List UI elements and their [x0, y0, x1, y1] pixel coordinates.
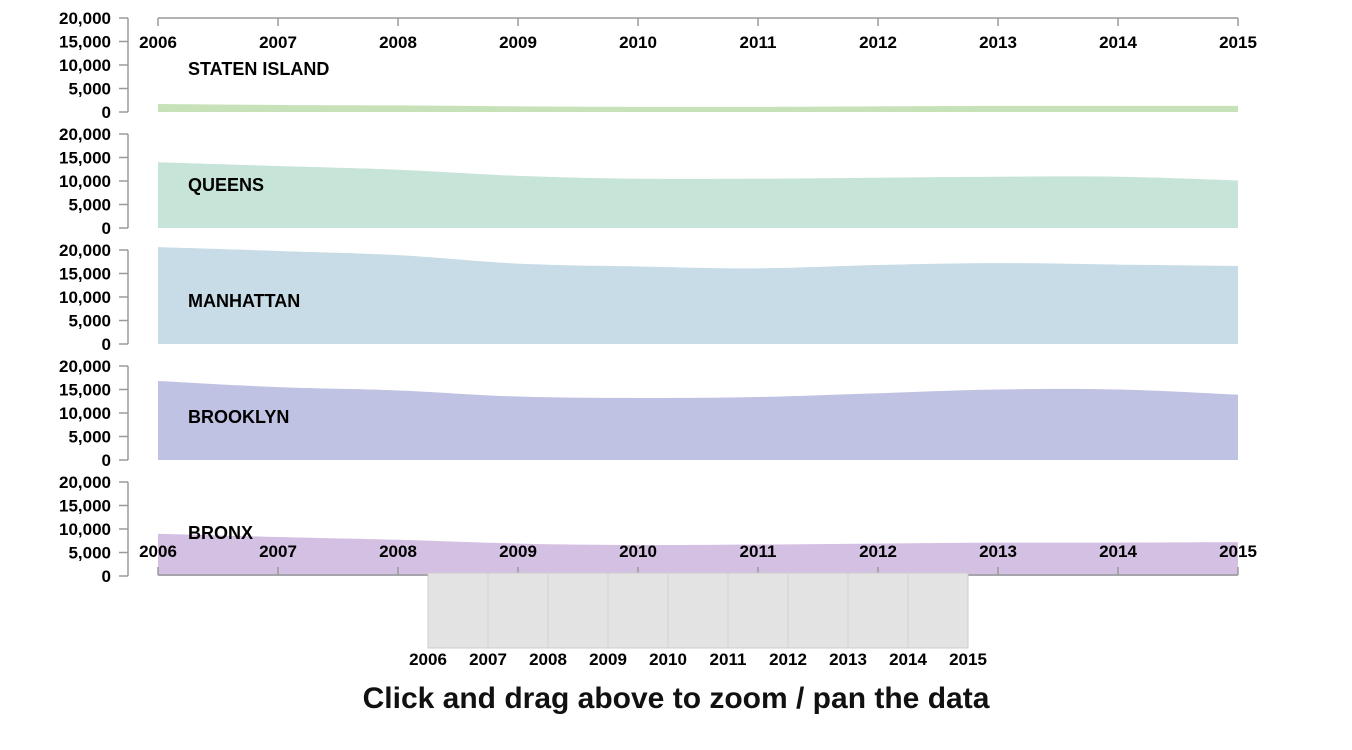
x-tick-label: 2013: [979, 542, 1017, 561]
brush-selection[interactable]: [427, 572, 969, 649]
series-label: QUEENS: [188, 175, 264, 195]
panel-brooklyn: 0 5,000 10,000 15,000 20,000 BROOKLYN: [59, 357, 1238, 470]
x-tick-label: 2014: [1099, 33, 1137, 52]
x-tick-label: 2015: [1219, 33, 1257, 52]
x-tick-label: 2011: [740, 542, 777, 561]
series-label: BROOKLYN: [188, 407, 289, 427]
x-tick-label: 2007: [259, 542, 297, 561]
series-label: BRONX: [188, 523, 253, 543]
y-tick-label: 5,000: [68, 196, 111, 215]
y-tick-label: 20,000: [59, 125, 111, 144]
x-tick-label: 2010: [619, 542, 657, 561]
brush-tick-label: 2007: [469, 650, 507, 669]
area-staten-island: [158, 104, 1238, 112]
y-tick-label: 10,000: [59, 404, 111, 423]
x-tick-label: 2011: [740, 33, 777, 52]
brush-tick-label: 2012: [769, 650, 807, 669]
brush-tick-label: 2011: [710, 650, 747, 669]
brush-tick-label: 2013: [829, 650, 867, 669]
y-tick-label: 5,000: [68, 312, 111, 331]
y-tick-label: 20,000: [59, 357, 111, 376]
panel-staten-island: 0 5,000 10,000 15,000 20,000 STATEN ISLAND: [59, 9, 1238, 122]
brush-tick-label: 2009: [589, 650, 627, 669]
y-tick-label: 15,000: [59, 265, 111, 284]
x-tick-label: 2007: [259, 33, 297, 52]
y-tick-label: 0: [102, 567, 111, 586]
y-tick-label: 10,000: [59, 520, 111, 539]
series-label: MANHATTAN: [188, 291, 300, 311]
y-tick-label: 20,000: [59, 241, 111, 260]
area-bronx: [158, 533, 1238, 576]
instruction-text: Click and drag above to zoom / pan the d…: [362, 682, 990, 715]
x-tick-label: 2006: [139, 33, 177, 52]
x-tick-label: 2010: [619, 33, 657, 52]
brush-tick-label: 2015: [949, 650, 987, 669]
x-tick-label: 2013: [979, 33, 1017, 52]
y-tick-label: 0: [102, 451, 111, 470]
x-tick-label: 2012: [859, 33, 897, 52]
area-brooklyn: [158, 381, 1238, 460]
series-label: STATEN ISLAND: [188, 59, 329, 79]
y-tick-label: 15,000: [59, 497, 111, 516]
x-axis-bottom: 2006 2007 2008 2009 2010 2011 2012 2013 2014 2015: [139, 542, 1257, 576]
x-tick-label: 2006: [139, 542, 177, 561]
brush-tick-label: 2008: [529, 650, 567, 669]
y-tick-label: 5,000: [68, 80, 111, 99]
brush-context[interactable]: 2006 2007 2008 2009 2010 2011 2012 2013 2014 2015: [409, 572, 987, 669]
x-axis-top: 2006 2007 2008 2009 2010 2011 2012 2013 2014 2015: [139, 17, 1257, 52]
x-tick-label: 2012: [859, 542, 897, 561]
y-tick-label: 10,000: [59, 56, 111, 75]
x-tick-label: 2014: [1099, 542, 1137, 561]
y-tick-label: 15,000: [59, 149, 111, 168]
y-tick-label: 5,000: [68, 544, 111, 563]
main-chart[interactable]: 0 5,000 10,000 15,000 20,000 STATEN ISLAND 0 5,…: [0, 0, 1352, 680]
y-tick-label: 5,000: [68, 428, 111, 447]
y-tick-label: 10,000: [59, 172, 111, 191]
y-tick-label: 20,000: [59, 9, 111, 28]
y-tick-label: 0: [102, 335, 111, 354]
area-queens: [158, 162, 1238, 228]
brush-tick-label: 2006: [409, 650, 447, 669]
brush-tick-label: 2014: [889, 650, 927, 669]
panel-manhattan: 0 5,000 10,000 15,000 20,000 MANHATTAN: [59, 241, 1238, 354]
area-manhattan: [158, 247, 1238, 344]
x-tick-label: 2009: [499, 33, 537, 52]
panel-queens: 0 5,000 10,000 15,000 20,000 QUEENS: [59, 125, 1238, 238]
x-tick-label: 2008: [379, 33, 417, 52]
y-tick-label: 0: [102, 219, 111, 238]
brush-tick-label: 2010: [649, 650, 687, 669]
y-tick-label: 15,000: [59, 33, 111, 52]
y-tick-label: 20,000: [59, 473, 111, 492]
panel-bronx: 0 5,000 10,000 15,000 20,000 BRONX: [59, 473, 1238, 586]
x-tick-label: 2008: [379, 542, 417, 561]
y-tick-label: 10,000: [59, 288, 111, 307]
y-tick-label: 15,000: [59, 381, 111, 400]
y-tick-label: 0: [102, 103, 111, 122]
x-tick-label: 2015: [1219, 542, 1257, 561]
x-tick-label: 2009: [499, 542, 537, 561]
